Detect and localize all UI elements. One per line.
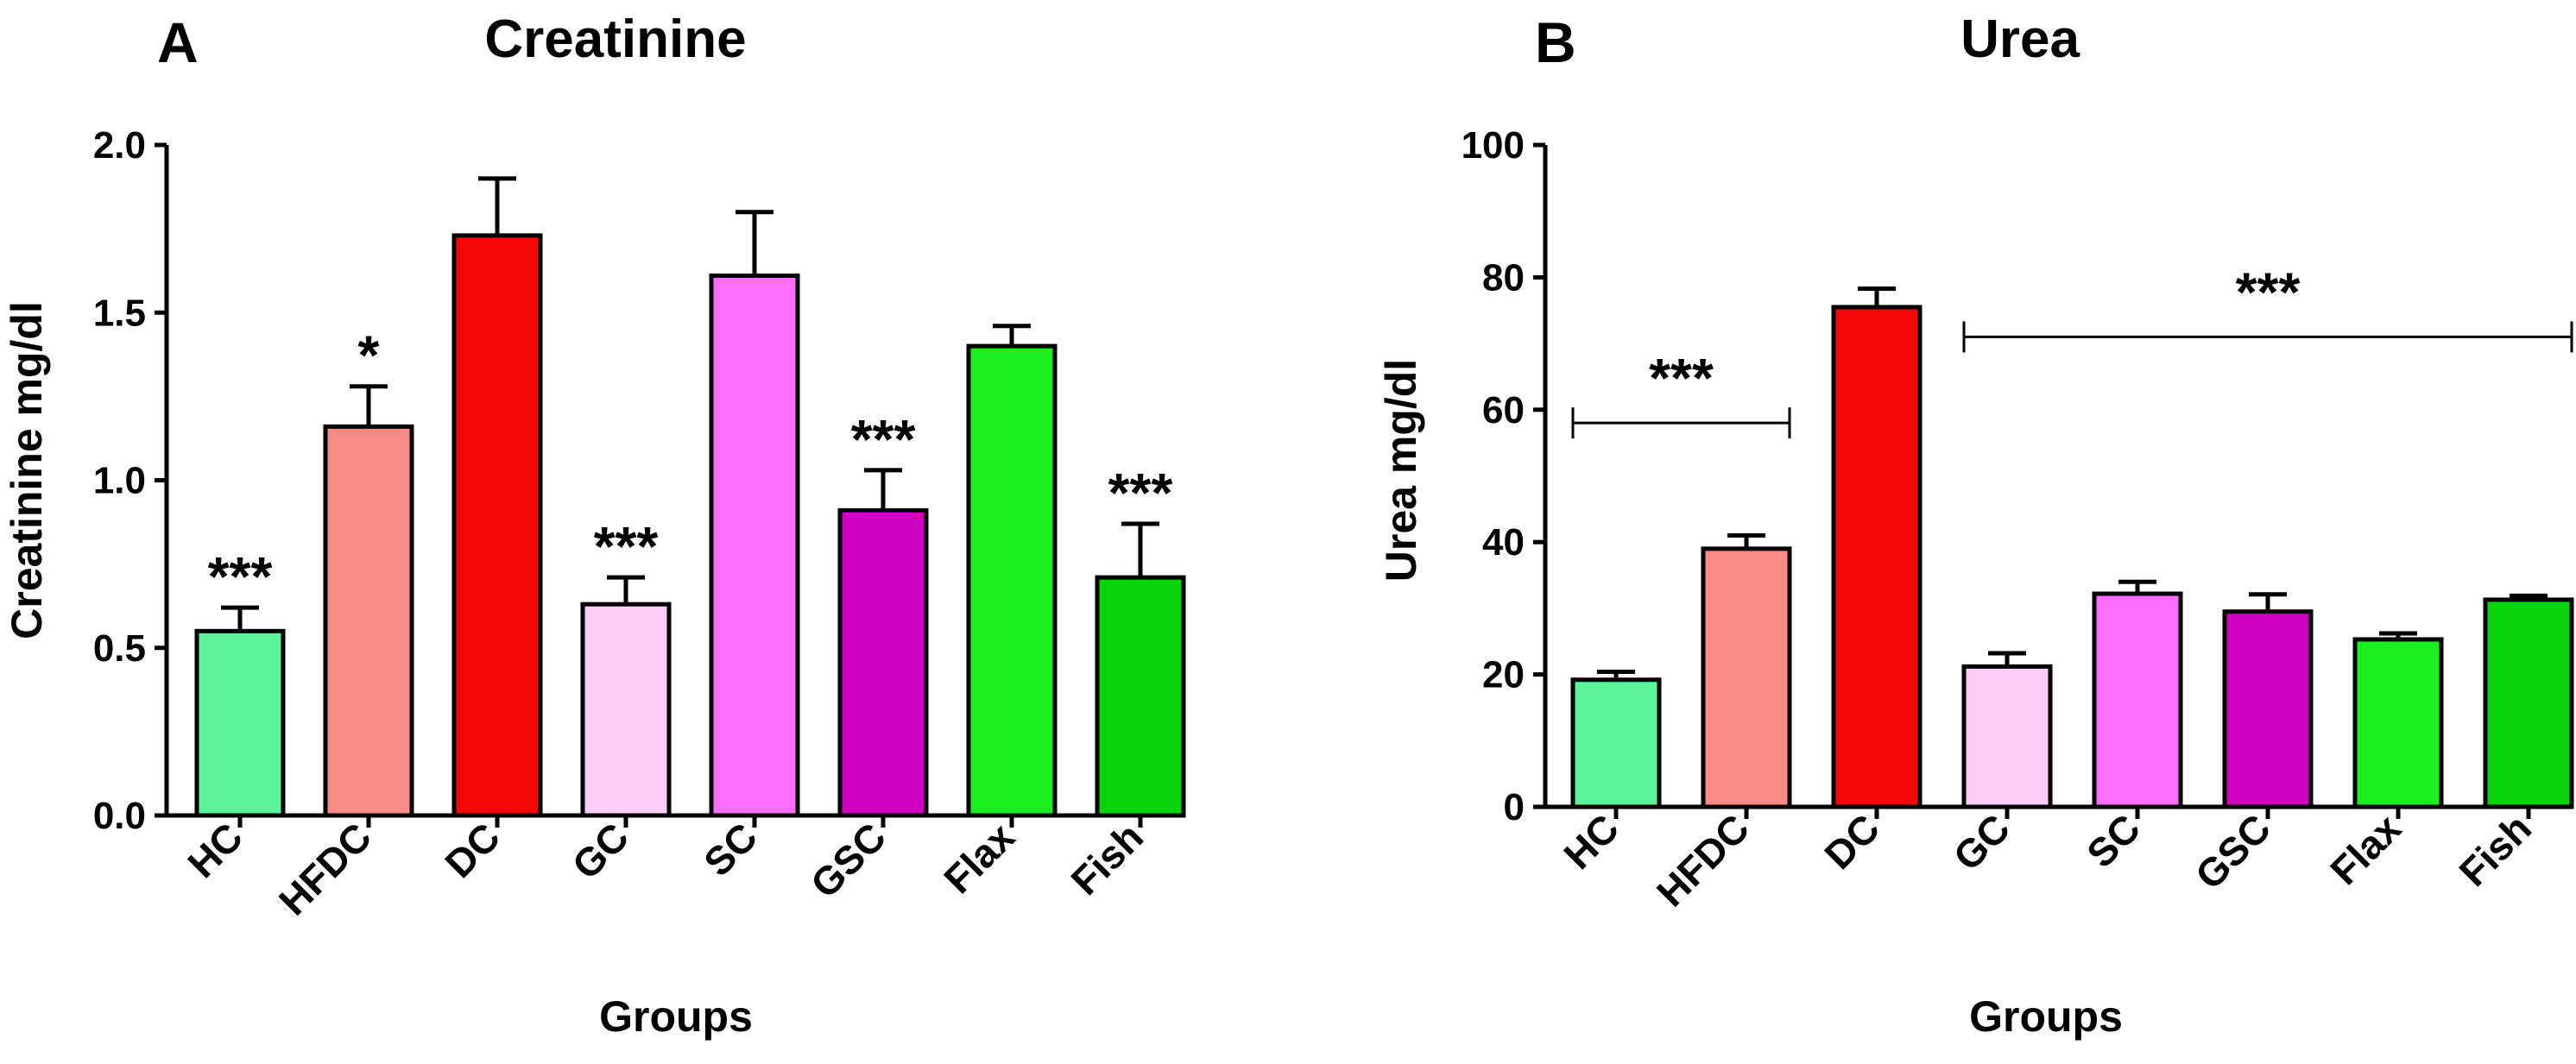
category-label: GSC: [802, 814, 894, 906]
panel-a-plot: 0.00.51.01.52.0HC***HFDC*DC GC***SC GSC***…: [93, 124, 1186, 923]
y-tick-label: 0.0: [93, 795, 146, 837]
significance-label: ***: [1108, 462, 1173, 524]
panel-b-letter: B: [1535, 10, 1576, 74]
y-tick-label: 1.5: [93, 292, 146, 334]
significance-label: ***: [208, 545, 273, 608]
y-tick-label: 20: [1482, 654, 1525, 696]
category-label: HFDC: [1648, 805, 1758, 915]
bar-gsc: [837, 507, 929, 818]
panel-a-letter: A: [157, 10, 199, 74]
y-tick-label: 0.5: [93, 627, 146, 670]
significance-label: *: [358, 324, 380, 387]
y-tick-label: 80: [1482, 256, 1525, 299]
bar-hc: [1570, 677, 1662, 809]
panel-b-x-axis-label: Groups: [1969, 992, 2123, 1041]
y-tick-label: 40: [1482, 521, 1525, 563]
significance-label: ***: [851, 408, 916, 470]
bar-sc: [709, 274, 800, 818]
category-label: HFDC: [270, 814, 380, 923]
panel-a-y-axis-label: Creatinine mg/dl: [3, 301, 51, 639]
bar-hc: [194, 628, 286, 818]
y-tick-label: 0: [1504, 786, 1525, 828]
panel-b-y-axis-label: Urea mg/dl: [1377, 359, 1425, 582]
significance-label: ***: [594, 515, 659, 577]
panel-a-title: Creatinine: [484, 9, 746, 69]
bracket-label: ***: [2236, 261, 2301, 323]
bar-gc: [1961, 664, 2053, 809]
panel-a-x-axis-label: Groups: [599, 992, 753, 1041]
y-tick-label: 2.0: [93, 124, 146, 167]
bar-flax: [2352, 637, 2444, 809]
bar-gsc: [2222, 609, 2314, 809]
bar-fish: [1095, 575, 1186, 818]
bar-dc: [451, 233, 543, 818]
panel-a: A Creatinine Creatinine mg/dl Groups 0.0…: [3, 9, 1186, 1041]
y-tick-label: 60: [1482, 389, 1525, 431]
y-tick-label: 1.0: [93, 460, 146, 502]
bar-hfdc: [1701, 546, 1792, 809]
panel-b-title: Urea: [1960, 9, 2080, 69]
bar-fish: [2483, 597, 2574, 809]
bar-dc: [1831, 305, 1923, 809]
bar-sc: [2092, 591, 2183, 809]
bracket-label: ***: [1649, 347, 1714, 409]
category-label: GSC: [2187, 805, 2279, 897]
y-tick-label: 100: [1462, 124, 1525, 167]
bar-flax: [966, 343, 1058, 818]
bar-hfdc: [323, 424, 414, 818]
bar-gc: [580, 601, 672, 818]
